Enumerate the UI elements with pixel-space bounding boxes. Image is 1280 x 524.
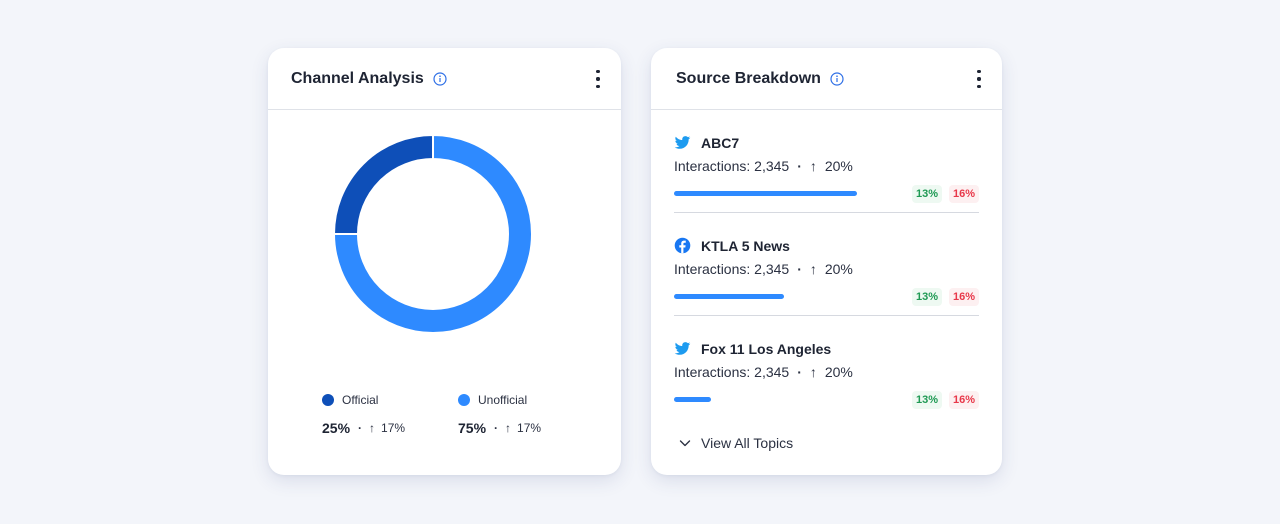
twitter-icon	[674, 136, 691, 149]
chevron-down-icon	[679, 440, 691, 447]
source-name[interactable]: ABC7	[701, 134, 740, 151]
negative-badge: 16%	[948, 185, 979, 203]
progress-bar	[674, 191, 857, 196]
progress-track	[674, 397, 979, 402]
legend-change-unofficial: 17%	[517, 421, 542, 435]
legend-official: Official 25% · ↑ 17%	[322, 393, 406, 436]
arrow-up-icon: ↑	[505, 421, 512, 435]
facebook-icon	[674, 237, 691, 254]
negative-badge: 16%	[948, 391, 979, 409]
kebab-menu-icon[interactable]	[591, 70, 605, 88]
source-name[interactable]: Fox 11 Los Angeles	[701, 340, 832, 357]
legend-change-official: 17%	[381, 421, 406, 435]
info-icon[interactable]	[830, 71, 844, 86]
interactions-count: Interactions: 2,345	[674, 261, 790, 277]
source-name[interactable]: KTLA 5 News	[701, 237, 790, 254]
info-icon[interactable]	[433, 71, 447, 86]
interactions-change: 20%	[824, 364, 853, 380]
arrow-up-icon: ↑	[809, 261, 817, 277]
interactions-count: Interactions: 2,345	[674, 364, 790, 380]
interactions-count: Interactions: 2,345	[674, 158, 790, 174]
source-item[interactable]: KTLA 5 News Interactions: 2,345 · ↑ 20% …	[674, 213, 979, 316]
view-all-topics-label[interactable]: View All Topics	[701, 435, 794, 451]
legend-dot-unofficial	[458, 394, 470, 406]
source-item[interactable]: Fox 11 Los Angeles Interactions: 2,345 ·…	[674, 316, 979, 419]
progress-track	[674, 294, 979, 299]
legend-label-official: Official	[342, 393, 379, 407]
legend-percent-unofficial: 75%	[458, 420, 487, 436]
progress-track	[674, 191, 979, 196]
source-breakdown-title: Source Breakdown	[676, 69, 821, 87]
arrow-up-icon: ↑	[809, 158, 817, 174]
kebab-menu-icon[interactable]	[972, 70, 986, 88]
channel-analysis-title: Channel Analysis	[291, 69, 424, 87]
donut-chart	[332, 133, 533, 334]
negative-badge: 16%	[948, 288, 979, 306]
source-breakdown-header: Source Breakdown	[651, 48, 1002, 110]
arrow-up-icon: ↑	[369, 421, 376, 435]
source-breakdown-card: Source Breakdown ABC7 Interactions: 2,34…	[651, 48, 1002, 475]
donut-slice-unofficial[interactable]	[332, 133, 533, 334]
positive-badge: 13%	[911, 185, 942, 203]
twitter-icon	[674, 342, 691, 355]
channel-analysis-header: Channel Analysis	[268, 48, 621, 110]
interactions-change: 20%	[824, 158, 853, 174]
positive-badge: 13%	[911, 288, 942, 306]
channel-analysis-card: Channel Analysis Official 25% · ↑ 17% Un…	[268, 48, 621, 475]
legend-label-unofficial: Unofficial	[478, 393, 528, 407]
donut-slice-official[interactable]	[332, 133, 434, 235]
legend-unofficial: Unofficial 75% · ↑ 17%	[458, 393, 542, 436]
arrow-up-icon: ↑	[809, 364, 817, 380]
progress-bar	[674, 397, 711, 402]
source-item[interactable]: ABC7 Interactions: 2,345 · ↑ 20% 13% 16%	[674, 110, 979, 213]
positive-badge: 13%	[911, 391, 942, 409]
legend-dot-official	[322, 394, 334, 406]
interactions-change: 20%	[824, 261, 853, 277]
progress-bar	[674, 294, 784, 299]
view-all-topics-button[interactable]: View All Topics	[679, 435, 793, 451]
legend-percent-official: 25%	[322, 420, 351, 436]
